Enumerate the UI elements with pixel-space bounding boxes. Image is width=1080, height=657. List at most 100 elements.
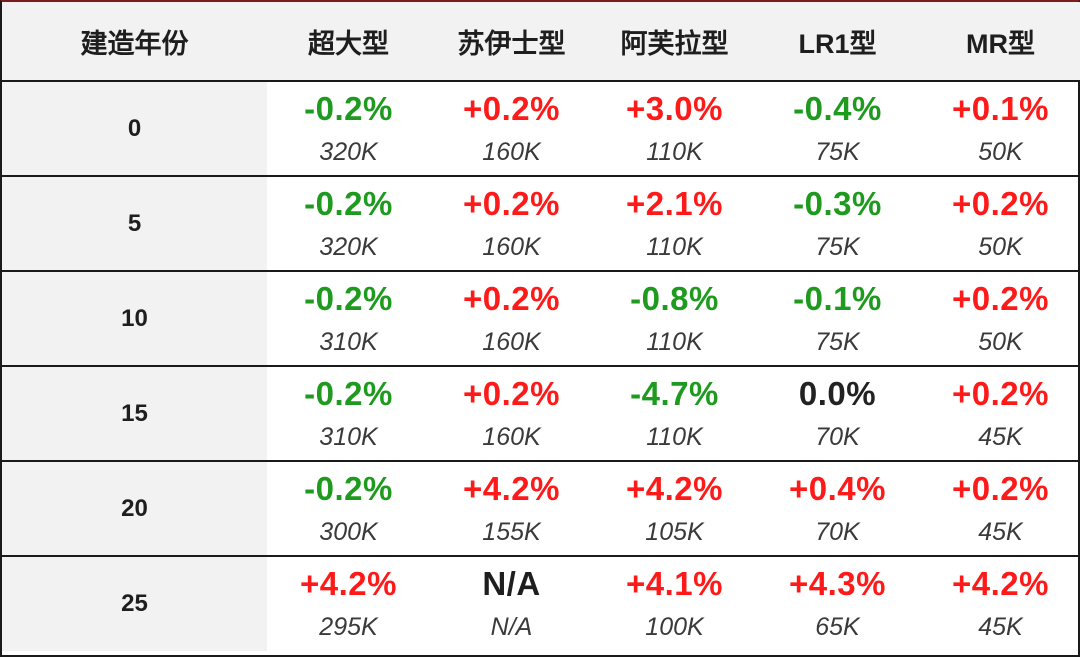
header-lr1: LR1型 [798, 28, 877, 59]
header-mr: MR型 [966, 28, 1035, 59]
price-cell-mr: +0.2% 45K [919, 366, 1080, 461]
price-value: 110K [646, 423, 703, 451]
price-cell-suezmax: +0.2% 160K [430, 366, 593, 461]
price-value: 110K [646, 328, 703, 356]
price-value: 65K [815, 613, 860, 641]
header-row: 建造年份 超大型 苏伊士型 阿芙拉型 LR1型 MR型 [2, 2, 1080, 81]
build-year-cell: 15 [2, 366, 267, 461]
price-change: -0.4% [793, 90, 882, 127]
build-year-cell: 20 [2, 461, 267, 556]
price-value: 45K [978, 423, 1023, 451]
price-change: +0.1% [952, 90, 1049, 127]
table-row: 5 -0.2% 320K +0.2% 160K +2.1% 110K -0.3% 75K +0.2… [2, 176, 1080, 271]
price-change: +4.3% [789, 565, 886, 602]
price-change: +4.2% [626, 470, 723, 507]
price-cell-mr: +0.2% 50K [919, 271, 1080, 366]
price-cell-aframax: +4.2% 105K [593, 461, 756, 556]
price-change: +0.2% [952, 280, 1049, 317]
price-value: 300K [319, 518, 378, 546]
price-cell-vlcc: -0.2% 310K [267, 271, 430, 366]
price-change: +3.0% [626, 90, 723, 127]
price-value: 320K [319, 138, 378, 166]
price-value: 75K [815, 328, 860, 356]
build-year-cell: 5 [2, 176, 267, 271]
price-change: 0.0% [798, 375, 877, 412]
price-change: -0.8% [630, 280, 719, 317]
price-cell-aframax: +3.0% 110K [593, 81, 756, 176]
price-change: -4.7% [630, 375, 719, 412]
header-aframax: 阿芙拉型 [620, 28, 729, 59]
price-value: 110K [646, 138, 703, 166]
price-cell-mr: +0.1% 50K [919, 81, 1080, 176]
price-cell-lr1: -0.4% 75K [756, 81, 919, 176]
price-value: 50K [978, 328, 1023, 356]
price-cell-aframax: -0.8% 110K [593, 271, 756, 366]
price-cell-suezmax: +0.2% 160K [430, 271, 593, 366]
price-change: +4.2% [300, 565, 397, 602]
price-change: -0.2% [304, 185, 393, 222]
table-row: 20 -0.2% 300K +4.2% 155K +4.2% 105K +0.4% 70K +0.… [2, 461, 1080, 556]
price-cell-mr: +0.2% 45K [919, 461, 1080, 556]
price-change: +4.2% [463, 470, 560, 507]
price-cell-lr1: -0.1% 75K [756, 271, 919, 366]
table-header: 建造年份 超大型 苏伊士型 阿芙拉型 LR1型 MR型 [2, 2, 1080, 81]
price-value: 50K [978, 233, 1023, 261]
price-change: +0.2% [463, 185, 560, 222]
header-suezmax: 苏伊士型 [457, 28, 566, 59]
price-change: +0.2% [952, 375, 1049, 412]
price-value: 50K [978, 138, 1023, 166]
price-change: -0.3% [793, 185, 882, 222]
price-cell-suezmax: +4.2% 155K [430, 461, 593, 556]
price-change: -0.1% [793, 280, 882, 317]
price-change: +4.2% [952, 565, 1049, 602]
price-change: -0.2% [304, 470, 393, 507]
price-value: 100K [645, 613, 704, 641]
price-value: 45K [978, 518, 1023, 546]
price-value: 295K [319, 613, 378, 641]
table-row: 0 -0.2% 320K +0.2% 160K +3.0% 110K -0.4% 75K +0.1… [2, 81, 1080, 176]
price-cell-vlcc: +4.2% 295K [267, 556, 430, 651]
price-value: 75K [815, 138, 860, 166]
price-cell-mr: +0.2% 50K [919, 176, 1080, 271]
table-row: 25 +4.2% 295K N/A N/A +4.1% 100K +4.3% 65K +4.2% 4… [2, 556, 1080, 651]
price-value: 160K [482, 138, 541, 166]
header-vlcc: 超大型 [308, 28, 389, 59]
build-year-cell: 25 [2, 556, 267, 651]
price-cell-suezmax: N/A N/A [430, 556, 593, 651]
price-value: 105K [645, 518, 704, 546]
price-change: -0.2% [304, 375, 393, 412]
price-change: +0.2% [463, 90, 560, 127]
price-value: N/A [490, 613, 533, 641]
price-change: +0.2% [952, 185, 1049, 222]
price-cell-vlcc: -0.2% 300K [267, 461, 430, 556]
price-value: 160K [482, 328, 541, 356]
header-build-year: 建造年份 [80, 28, 189, 59]
price-value: 70K [815, 518, 860, 546]
price-cell-aframax: -4.7% 110K [593, 366, 756, 461]
price-cell-lr1: +4.3% 65K [756, 556, 919, 651]
price-change: +0.2% [463, 280, 560, 317]
price-value: 155K [482, 518, 541, 546]
price-change: -0.2% [304, 280, 393, 317]
price-cell-aframax: +2.1% 110K [593, 176, 756, 271]
price-change: -0.2% [304, 90, 393, 127]
price-change: +4.1% [626, 565, 723, 602]
price-cell-mr: +4.2% 45K [919, 556, 1080, 651]
price-cell-suezmax: +0.2% 160K [430, 176, 593, 271]
build-year-cell: 0 [2, 81, 267, 176]
price-cell-lr1: 0.0% 70K [756, 366, 919, 461]
price-change: N/A [482, 565, 541, 602]
price-cell-lr1: -0.3% 75K [756, 176, 919, 271]
price-value: 160K [482, 233, 541, 261]
price-value: 160K [482, 423, 541, 451]
price-change: +2.1% [626, 185, 723, 222]
price-value: 320K [319, 233, 378, 261]
price-value: 70K [815, 423, 860, 451]
price-cell-vlcc: -0.2% 320K [267, 81, 430, 176]
price-cell-aframax: +4.1% 100K [593, 556, 756, 651]
table-row: 10 -0.2% 310K +0.2% 160K -0.8% 110K -0.1% 75K +0.… [2, 271, 1080, 366]
price-cell-suezmax: +0.2% 160K [430, 81, 593, 176]
price-change: +0.2% [463, 375, 560, 412]
price-value: 75K [815, 233, 860, 261]
